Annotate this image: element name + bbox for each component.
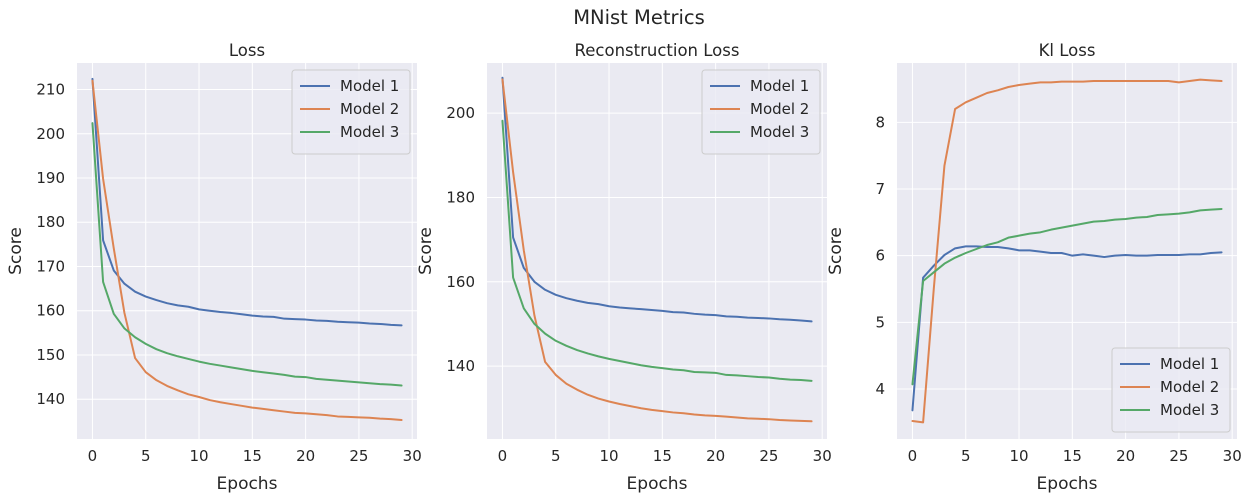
chart-3-kl-loss-series-line-model-2 xyxy=(911,78,1223,424)
chart-1-loss-y-tick-label: 150 xyxy=(36,346,65,364)
chart-3-kl-loss-y-tick-label: 6 xyxy=(875,247,885,265)
chart-1-loss-x-tick-label: 10 xyxy=(189,447,208,465)
chart-2-reconstruction-loss-series-line-model-1 xyxy=(501,76,813,323)
chart-3-kl-loss-x-tick-label: 0 xyxy=(908,447,918,465)
chart-1-loss-x-tick-label: 0 xyxy=(88,447,98,465)
chart-3-kl-loss-y-tick-label: 8 xyxy=(875,113,885,131)
chart-2-reconstruction-loss-x-tick-label: 30 xyxy=(813,447,832,465)
figure-title: MNist Metrics xyxy=(573,6,705,29)
chart-1-loss-y-tick-label: 200 xyxy=(36,125,65,143)
chart-1-loss-x-axis-label: Epochs xyxy=(217,474,278,494)
chart-1-loss-y-tick-label: 210 xyxy=(36,81,65,99)
chart-2-reconstruction-loss-x-tick-label: 10 xyxy=(599,447,618,465)
chart-1-loss-legend-label-model-1: Model 1 xyxy=(340,77,399,95)
chart-3-kl-loss-legend-label-model-2: Model 2 xyxy=(1160,378,1219,396)
chart-2-reconstruction-loss-series-line-model-3 xyxy=(501,119,813,382)
chart-3-kl-loss-series-line-model-3 xyxy=(911,208,1223,386)
chart-1-loss-series-line-model-1 xyxy=(91,77,403,327)
chart-1-loss-x-tick-label: 25 xyxy=(349,447,368,465)
chart-2-reconstruction-loss-y-tick-label: 180 xyxy=(446,188,475,206)
chart-2-reconstruction-loss-legend-label-model-2: Model 2 xyxy=(750,100,809,118)
chart-2-reconstruction-loss-legend-label-model-3: Model 3 xyxy=(750,123,809,141)
chart-3-kl-loss-x-tick-label: 5 xyxy=(961,447,971,465)
chart-1-loss-legend: Model 1 Model 2 Model 3 xyxy=(291,69,411,155)
chart-1-loss-series-line-model-2 xyxy=(91,79,403,421)
chart-1-loss-legend-label-model-2: Model 2 xyxy=(340,100,399,118)
chart-1-loss-y-tick-label: 160 xyxy=(36,302,65,320)
chart-1-loss: 0 5 10 15 20 25 30 140 150 160 170 180 190 200 210 Loss… xyxy=(6,41,422,494)
chart-1-loss-series-line-model-3 xyxy=(91,122,403,387)
chart-3-kl-loss-x-tick-label: 30 xyxy=(1223,447,1242,465)
chart-3-kl-loss-x-axis-label: Epochs xyxy=(1037,474,1098,494)
chart-3-kl-loss-x-tick-label: 20 xyxy=(1116,447,1135,465)
chart-3-kl-loss: 0 5 10 15 20 25 30 4 5 6 7 8 Kl Loss Epochs Score Model… xyxy=(826,41,1242,494)
chart-3-kl-loss-legend: Model 1 Model 2 Model 3 xyxy=(1111,347,1231,433)
chart-2-reconstruction-loss-x-tick-label: 25 xyxy=(759,447,778,465)
chart-3-kl-loss-legend-label-model-1: Model 1 xyxy=(1160,355,1219,373)
chart-3-kl-loss-x-tick-label: 10 xyxy=(1009,447,1028,465)
chart-3-kl-loss-title: Kl Loss xyxy=(1039,41,1096,60)
chart-1-loss-y-tick-label: 190 xyxy=(36,169,65,187)
chart-2-reconstruction-loss-x-axis-label: Epochs xyxy=(627,474,688,494)
chart-1-loss-y-axis-label: Score xyxy=(6,227,26,275)
chart-2-reconstruction-loss-x-tick-label: 20 xyxy=(706,447,725,465)
chart-3-kl-loss-x-tick-label: 25 xyxy=(1169,447,1188,465)
chart-2-reconstruction-loss-legend: Model 1 Model 2 Model 3 xyxy=(701,69,821,155)
chart-2-reconstruction-loss-x-tick-label: 0 xyxy=(498,447,508,465)
chart-2-reconstruction-loss-x-tick-label: 15 xyxy=(653,447,672,465)
chart-3-kl-loss-y-axis-label: Score xyxy=(826,227,846,275)
chart-2-reconstruction-loss-y-axis-label: Score xyxy=(416,227,436,275)
chart-2-reconstruction-loss-series-line-model-2 xyxy=(501,78,813,423)
chart-1-loss-x-tick-label: 5 xyxy=(141,447,151,465)
chart-1-loss-title: Loss xyxy=(229,41,265,60)
chart-2-reconstruction-loss-title: Reconstruction Loss xyxy=(575,41,740,60)
chart-1-loss-y-tick-label: 170 xyxy=(36,257,65,275)
chart-2-reconstruction-loss-y-tick-label: 200 xyxy=(446,104,475,122)
chart-2-reconstruction-loss-x-tick-label: 5 xyxy=(551,447,561,465)
chart-3-kl-loss-legend-label-model-3: Model 3 xyxy=(1160,401,1219,419)
chart-3-kl-loss-y-tick-label: 4 xyxy=(875,380,885,398)
chart-2-reconstruction-loss-legend-label-model-1: Model 1 xyxy=(750,77,809,95)
chart-3-kl-loss-y-tick-label: 5 xyxy=(875,313,885,331)
chart-3-kl-loss-series-line-model-1 xyxy=(911,245,1223,412)
chart-2-reconstruction-loss: 0 5 10 15 20 25 30 140 160 180 200 Reconstruction L… xyxy=(416,41,832,494)
chart-3-kl-loss-x-tick-label: 15 xyxy=(1063,447,1082,465)
chart-3-kl-loss-y-tick-label: 7 xyxy=(875,180,885,198)
chart-1-loss-y-tick-label: 180 xyxy=(36,213,65,231)
chart-1-loss-x-tick-label: 30 xyxy=(403,447,422,465)
chart-2-reconstruction-loss-y-tick-label: 140 xyxy=(446,357,475,375)
chart-1-loss-x-tick-label: 20 xyxy=(296,447,315,465)
chart-2-reconstruction-loss-y-tick-label: 160 xyxy=(446,273,475,291)
chart-1-loss-y-tick-label: 140 xyxy=(36,390,65,408)
chart-1-loss-legend-label-model-3: Model 3 xyxy=(340,123,399,141)
chart-1-loss-x-tick-label: 15 xyxy=(243,447,262,465)
